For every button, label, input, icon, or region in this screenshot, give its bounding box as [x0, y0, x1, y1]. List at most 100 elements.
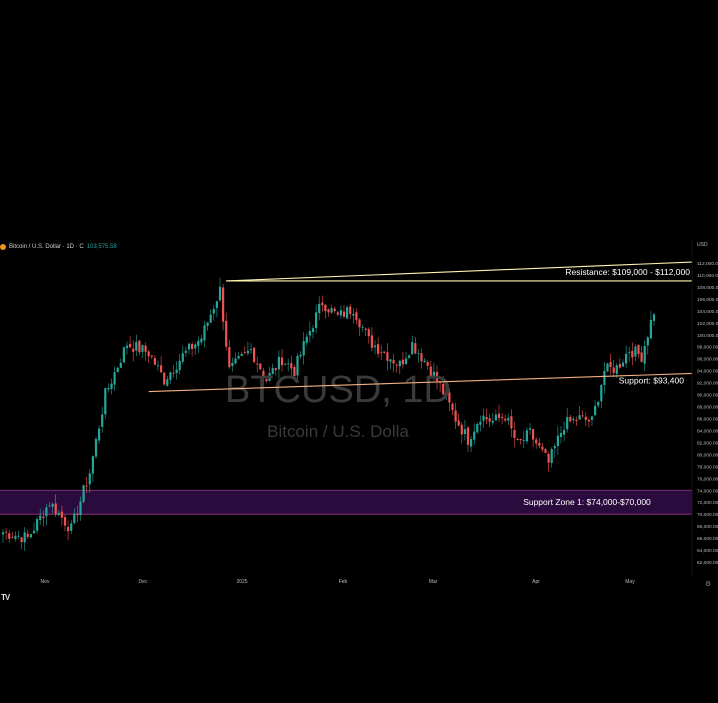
candle-body: [280, 357, 284, 366]
candle-body: [637, 344, 640, 354]
candle-body: [392, 360, 395, 364]
watermark-layer: BTCUSD, 1D Bitcoin / U.S. Dolla: [225, 369, 451, 441]
candle-body: [417, 353, 420, 355]
candle-body: [132, 348, 135, 352]
candle-body: [262, 370, 265, 378]
candle-body: [104, 388, 107, 415]
candle-body: [150, 355, 153, 357]
candle-body: [621, 362, 625, 367]
candle-body: [333, 308, 336, 312]
candle-body: [466, 427, 470, 445]
candle-body: [249, 348, 253, 351]
gear-icon[interactable]: ⚙: [705, 581, 712, 588]
candle-body: [135, 341, 138, 351]
candle-body: [625, 353, 628, 364]
bitcoin-icon: [0, 244, 6, 250]
candle-body: [5, 531, 8, 533]
symbol-label: Bitcoin / U.S. Dollar · 1D · C: [9, 244, 84, 250]
candle-body: [321, 302, 324, 305]
candle-body: [494, 414, 497, 421]
candle-body: [119, 362, 122, 368]
candle-body: [559, 433, 563, 438]
candle-body: [277, 356, 280, 370]
candle-body: [181, 353, 184, 362]
candle-body: [370, 335, 373, 348]
candle-body: [296, 355, 299, 376]
axis-currency[interactable]: USD: [697, 242, 708, 248]
candle-body: [14, 535, 17, 539]
chart-header: Bitcoin / U.S. Dollar · 1D · C 103,575.5…: [0, 241, 117, 253]
candle-body: [507, 417, 510, 421]
candle-body: [612, 367, 615, 373]
y-tick-label: 90,000.00: [697, 393, 718, 399]
candle-body: [98, 428, 101, 441]
candle-body: [23, 532, 26, 543]
candle-body: [175, 369, 178, 373]
candle-body: [225, 320, 228, 347]
candle-body: [324, 304, 327, 312]
y-tick-label: 84,000.00: [697, 428, 718, 434]
candle-body: [652, 314, 656, 321]
candle-body: [153, 358, 156, 365]
candle-body: [200, 338, 203, 343]
candle-body: [342, 311, 346, 317]
candle-body: [628, 352, 631, 353]
y-tick-label: 62,000.00: [697, 560, 718, 566]
candle-body: [516, 439, 519, 441]
x-tick-label: Mar: [429, 579, 438, 585]
candle-body: [470, 439, 473, 447]
candle-body: [54, 503, 57, 515]
candle-body: [383, 351, 386, 353]
candle-body: [215, 301, 218, 308]
candle-body: [73, 513, 76, 524]
last-price: 103,575.58: [86, 244, 117, 250]
candle-body: [618, 363, 621, 368]
candle-body: [578, 415, 581, 420]
candle-body: [156, 365, 160, 367]
candle-body: [101, 414, 104, 427]
candle-body: [420, 353, 423, 362]
candle-body: [491, 420, 494, 423]
candle-body: [646, 337, 649, 346]
candle-body: [197, 340, 200, 346]
candle-body: [290, 363, 293, 369]
candle-body: [563, 430, 566, 435]
axes-layer: 112,000.00 110,000.00 108,000.00 106,000.00…: [41, 240, 718, 585]
candle-body: [501, 416, 504, 419]
candle-body: [488, 418, 491, 422]
candle-body: [569, 416, 572, 422]
candle-body: [377, 344, 380, 354]
candle-body: [544, 449, 547, 453]
y-tick-label: 98,000.00: [697, 345, 718, 351]
candle-body: [423, 360, 426, 362]
candle-body: [26, 533, 29, 537]
candle-body: [259, 363, 262, 370]
candle-body: [541, 446, 544, 450]
candle-body: [191, 344, 194, 350]
candle-body: [194, 344, 197, 349]
candle-body: [116, 367, 119, 373]
candle-body: [373, 345, 377, 348]
candle-body: [82, 485, 85, 502]
y-tick-label: 76,000.00: [697, 476, 718, 482]
candle-body: [88, 473, 91, 485]
candle-body: [448, 392, 451, 403]
x-tick-label: Feb: [339, 579, 348, 585]
candle-body: [129, 344, 132, 347]
candle-body: [460, 424, 463, 435]
candle-body: [209, 314, 212, 323]
candle-body: [522, 439, 525, 441]
candle-body: [535, 439, 538, 444]
candle-body: [479, 421, 482, 425]
candle-body: [606, 363, 609, 372]
candle-body: [476, 424, 479, 433]
y-tick-label: 80,000.00: [697, 452, 718, 458]
candle-body: [284, 363, 287, 365]
candle-body: [408, 355, 411, 358]
candle-body: [485, 416, 488, 420]
candle-body: [228, 347, 231, 368]
candle-body: [339, 310, 342, 316]
candle-body: [609, 361, 612, 368]
candle-body: [243, 352, 246, 354]
